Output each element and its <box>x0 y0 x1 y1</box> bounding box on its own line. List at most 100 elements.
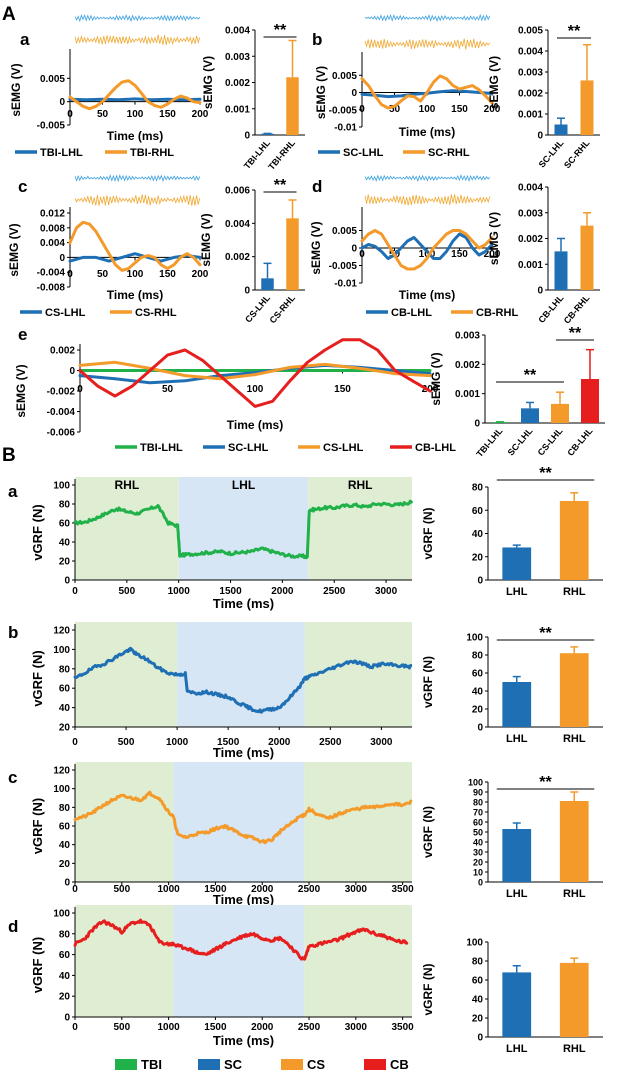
legend-label: CB <box>390 1057 409 1072</box>
y-tick-label: 0.003 <box>225 52 250 63</box>
bar <box>580 80 594 135</box>
x-tick-label: 2000 <box>251 884 274 895</box>
y-tick-label: 80 <box>59 803 71 814</box>
y-tick-label: 80 <box>472 957 484 968</box>
y-tick-label: 100 <box>468 778 483 788</box>
y-tick-label: 90 <box>473 788 483 798</box>
legend-label: TBI-LHL <box>140 442 183 454</box>
x-axis-label: Time (ms) <box>213 745 274 760</box>
series-line <box>68 252 202 263</box>
category-label: SC-RHL <box>562 137 592 170</box>
legend-swatch <box>281 1059 303 1070</box>
bar <box>559 962 589 1037</box>
y-tick-label: 80 <box>473 798 483 808</box>
category-label: LHL <box>506 586 528 598</box>
y-axis-label: sEMG (V) <box>9 63 23 116</box>
category-label: SC-LHL <box>537 137 566 169</box>
series-line <box>73 790 413 845</box>
legend-label: SC <box>224 1057 243 1072</box>
x-tick-label: 0 <box>67 109 73 120</box>
y-tick-label: -0.004 <box>37 268 66 279</box>
y-axis-label: vGRF (N) <box>30 798 45 854</box>
y-tick-label: 80 <box>59 929 71 940</box>
category-label: RHL <box>563 586 586 598</box>
category-label: RHL <box>563 1043 586 1055</box>
series-line <box>360 74 494 110</box>
emg-trace <box>74 34 201 46</box>
y-axis-label: sEMG (V) <box>199 213 213 266</box>
significance-stars: ** <box>274 177 287 194</box>
phase-band <box>173 762 305 882</box>
bar <box>502 972 532 1037</box>
x-axis-label: Time (ms) <box>107 129 163 143</box>
y-tick-label: 0 <box>64 576 70 587</box>
y-tick-label: 20 <box>59 557 71 568</box>
significance-stars: ** <box>569 325 582 342</box>
y-tick-label: -0.005 <box>329 105 358 116</box>
y-tick-label: -0.002 <box>47 387 76 398</box>
phase-label: LHL <box>232 478 255 492</box>
y-tick-label: 120 <box>53 626 70 637</box>
x-tick-label: 500 <box>118 737 135 748</box>
x-tick-label: 1500 <box>217 737 240 748</box>
y-axis-label: vGRF (N) <box>421 508 435 560</box>
phase-band <box>173 905 305 1017</box>
y-tick-label: 120 <box>53 766 70 777</box>
significance-stars: ** <box>274 22 287 39</box>
emg-trace <box>364 174 491 183</box>
category-label: CS-RHL <box>268 292 298 325</box>
bar <box>554 251 568 290</box>
category-label: CB-LHL <box>565 425 595 457</box>
x-tick-label: 50 <box>97 109 109 120</box>
y-tick-label: 100 <box>53 784 70 795</box>
x-tick-label: 3500 <box>392 1022 415 1033</box>
y-tick-label: -0.01 <box>334 279 357 290</box>
y-tick-label: 40 <box>472 687 484 698</box>
y-tick-label: 0 <box>478 878 483 888</box>
category-label: RHL <box>563 733 586 745</box>
phase-band <box>308 477 412 580</box>
y-axis-label: sEMG (V) <box>487 212 501 265</box>
y-tick-label: 20 <box>472 705 484 716</box>
y-tick-label: 0 <box>64 878 70 889</box>
y-tick-label: 0 <box>351 88 357 99</box>
category-label: RHL <box>563 888 586 900</box>
y-tick-label: 80 <box>472 483 484 494</box>
panel-label: c <box>18 177 27 196</box>
section-label-a: A <box>2 4 16 25</box>
significance-stars: ** <box>539 625 552 642</box>
y-tick-label: 60 <box>472 976 484 987</box>
y-tick-label: 100 <box>466 633 483 644</box>
x-tick-label: 100 <box>419 249 436 260</box>
bar <box>261 133 274 135</box>
y-tick-label: 100 <box>53 481 70 492</box>
x-tick-label: 50 <box>389 104 401 115</box>
x-tick-label: 500 <box>119 586 136 597</box>
y-tick-label: 20 <box>59 859 71 870</box>
legend-label: CS-LHL <box>323 442 364 454</box>
emg-trace <box>74 13 201 23</box>
y-axis-label: sEMG (V) <box>201 56 215 109</box>
series-line <box>68 220 202 272</box>
x-tick-label: 0 <box>359 249 365 260</box>
series-line <box>73 499 413 560</box>
series-line <box>78 338 432 408</box>
series-line <box>360 229 494 271</box>
y-axis-label: sEMG (V) <box>309 221 323 274</box>
category-label: CB-RHL <box>562 292 592 325</box>
phase-band <box>75 762 174 882</box>
significance-stars: ** <box>524 367 537 384</box>
y-tick-label: 60 <box>59 822 71 833</box>
bar <box>559 801 589 882</box>
bar <box>502 829 532 882</box>
series-line <box>73 918 409 961</box>
x-tick-label: 2000 <box>271 586 294 597</box>
legend-swatch <box>198 1059 220 1070</box>
bar <box>559 500 589 580</box>
category-label: LHL <box>506 733 528 745</box>
y-tick-label: -0.01 <box>334 123 357 134</box>
series-line <box>73 646 413 714</box>
y-tick-label: 20 <box>59 723 71 734</box>
y-tick-label: 40 <box>59 538 71 549</box>
